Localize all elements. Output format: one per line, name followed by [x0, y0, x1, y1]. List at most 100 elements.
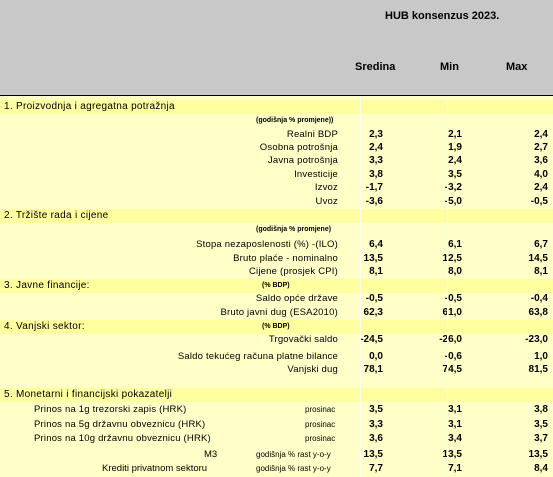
max-value: 3,6: [534, 155, 548, 166]
min-value: 8,0: [448, 266, 462, 277]
table-header: HUB konsenzus 2023. Sredina Min Max: [0, 0, 553, 96]
max-value: 2,4: [534, 129, 548, 140]
column-header-median: Sredina: [355, 61, 396, 73]
row-label: Saldo opće države: [255, 293, 338, 304]
median-value: 2,4: [369, 142, 383, 153]
min-value: 61,0: [442, 307, 462, 318]
median-value: 3,6: [369, 433, 383, 444]
table-row: Prinos na 1g trezorski zapis (HRK) prosi…: [0, 403, 553, 417]
table-row: Bruto plaće - nominalno 13,5 12,5 14,5: [0, 252, 553, 266]
table-row: Bruto javni dug (ESA2010) 62,3 61,0 63,8: [0, 306, 553, 320]
row-label: Izvoz: [314, 182, 338, 193]
max-value: -23,0: [525, 334, 548, 345]
row-label: Trgovački saldo: [268, 334, 338, 345]
column-divider: [447, 96, 448, 477]
row-label: Vanjski dug: [287, 364, 338, 375]
section-title: 5. Monetarni i financijski pokazatelji: [4, 389, 173, 400]
min-value: -3,2: [444, 182, 462, 193]
table-row: Prinos na 5g državnu obveznicu (HRK) pro…: [0, 418, 553, 432]
min-value: 6,1: [448, 239, 462, 250]
median-value: 8,1: [369, 266, 383, 277]
section-1-note-row: (godišnja % promjene)): [0, 114, 553, 128]
unit-note: (godišnja % promjene): [256, 226, 332, 233]
table-row: Trgovački saldo -24,5 -26,0 -23,0: [0, 333, 553, 347]
row-label: Osobna potrošnja: [259, 142, 338, 153]
table-row: M3 godišnja % rast y-o-y 13,5 13,5 13,5: [0, 448, 553, 462]
min-value: 12,5: [442, 253, 462, 264]
table-row: Investicije 3,8 3,5 4,0: [0, 168, 553, 182]
max-value: 13,5: [528, 449, 548, 460]
max-value: 8,1: [534, 266, 548, 277]
median-value: 2,3: [369, 129, 383, 140]
section-1-header: 1. Proizvodnja i agregatna potražnja: [0, 100, 553, 114]
max-value: 81,5: [528, 364, 548, 375]
median-value: -3,6: [365, 196, 383, 207]
table-row: Prinos na 10g državnu obveznicu (HRK) pr…: [0, 432, 553, 446]
table-body: 1. Proizvodnja i agregatna potražnja (go…: [0, 96, 553, 477]
median-value: 3,3: [369, 419, 383, 430]
row-label: Stopa nezaposlenosti (%) -(ILO): [196, 239, 338, 250]
section-title: 1. Proizvodnja i agregatna potražnja: [4, 101, 175, 112]
period-label: godišnja % rast y-o-y: [256, 464, 331, 473]
table-row: Saldo tekućeg računa platne bilance 0,0 …: [0, 350, 553, 364]
period-label: prosinac: [305, 420, 336, 429]
period-label: prosinac: [305, 405, 336, 414]
row-label: Investicije: [294, 169, 338, 180]
table-row: Cijene (prosjek CPI) 8,1 8,0 8,1: [0, 265, 553, 279]
max-value: 3,5: [534, 419, 548, 430]
table-row: Javna potrošnja 3,3 2,4 3,6: [0, 154, 553, 168]
median-value: 3,8: [369, 169, 383, 180]
table-row: Uvoz -3,6 -5,0 -0,5: [0, 195, 553, 209]
column-divider: [360, 96, 361, 477]
min-value: 13,5: [442, 449, 462, 460]
unit-note: (% BDP): [262, 323, 290, 330]
period-label: prosinac: [305, 434, 336, 443]
row-label: M3: [204, 449, 218, 460]
row-label: Krediti privatnom sektoru: [102, 463, 208, 474]
section-3-header: 3. Javne financije: (% BDP): [0, 279, 553, 293]
max-value: 8,4: [534, 463, 548, 474]
row-label: Prinos na 10g državnu obveznicu (HRK): [34, 433, 211, 444]
table-row: Krediti privatnom sektoru godišnja % ras…: [0, 462, 553, 476]
median-value: 6,4: [369, 239, 383, 250]
row-label: Cijene (prosjek CPI): [249, 266, 338, 277]
min-value: 3,5: [448, 169, 462, 180]
min-value: -0,5: [444, 293, 462, 304]
max-value: -0,4: [530, 293, 548, 304]
median-value: -24,5: [360, 334, 383, 345]
min-value: 2,4: [448, 155, 462, 166]
median-value: 13,5: [363, 449, 383, 460]
column-header-max: Max: [506, 61, 528, 73]
median-value: 62,3: [363, 307, 383, 318]
max-value: 2,4: [534, 182, 548, 193]
table-row: Realni BDP 2,3 2,1 2,4: [0, 128, 553, 142]
max-value: 3,8: [534, 404, 548, 415]
max-value: -0,5: [530, 196, 548, 207]
section-5-header: 5. Monetarni i financijski pokazatelji: [0, 388, 553, 402]
min-value: 3,1: [448, 404, 462, 415]
section-title: 3. Javne financije:: [4, 280, 90, 291]
median-value: 13,5: [363, 253, 383, 264]
max-value: 3,7: [534, 433, 548, 444]
min-value: 3,4: [448, 433, 462, 444]
row-label: Bruto plaće - nominalno: [233, 253, 338, 264]
section-title: 2. Tržište rada i cijene: [4, 210, 109, 221]
unit-note: (% BDP): [262, 282, 290, 289]
max-value: 2,7: [534, 142, 548, 153]
median-value: -0,5: [365, 293, 383, 304]
min-value: 2,1: [448, 129, 462, 140]
median-value: 3,5: [369, 404, 383, 415]
row-label: Prinos na 5g državnu obveznicu (HRK): [34, 419, 206, 430]
median-value: -1,7: [365, 182, 383, 193]
max-value: 63,8: [528, 307, 548, 318]
min-value: 1,9: [448, 142, 462, 153]
table-row: Saldo opće države -0,5 -0,5 -0,4: [0, 292, 553, 306]
column-header-min: Min: [440, 61, 459, 73]
row-label: Bruto javni dug (ESA2010): [220, 307, 338, 318]
table-row: Izvoz -1,7 -3,2 2,4: [0, 181, 553, 195]
min-value: 7,1: [448, 463, 462, 474]
median-value: 7,7: [369, 463, 383, 474]
row-label: Uvoz: [315, 196, 338, 207]
row-label: Prinos na 1g trezorski zapis (HRK): [34, 404, 187, 415]
max-value: 4,0: [534, 169, 548, 180]
